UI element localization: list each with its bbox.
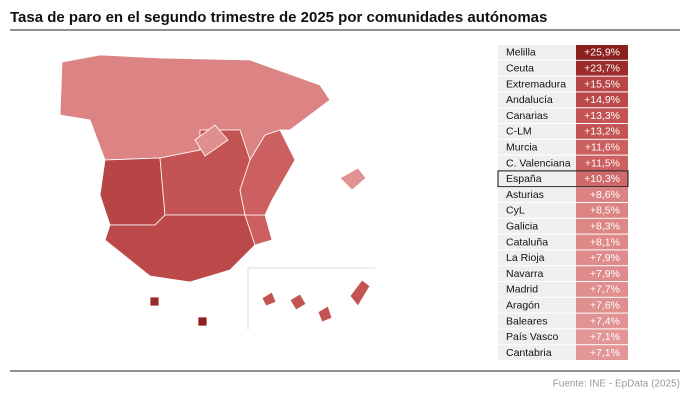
name-cell — [498, 203, 576, 218]
value-cell — [576, 171, 628, 187]
region-value: +8,5% — [590, 205, 620, 217]
name-cell — [498, 234, 576, 250]
region-shape — [289, 293, 307, 311]
region-value: +14,9% — [584, 94, 620, 106]
region-name: Ceuta — [506, 62, 534, 74]
region-value: +8,6% — [590, 189, 620, 201]
region-shape — [99, 157, 166, 226]
region-name: Andalucía — [506, 94, 553, 106]
region-shape — [349, 279, 371, 307]
region-name: Melilla — [506, 47, 536, 59]
value-cell — [576, 313, 628, 329]
name-cell — [498, 329, 576, 345]
name-cell — [498, 76, 576, 92]
name-cell — [498, 60, 576, 76]
value-cell — [576, 139, 628, 155]
name-cell — [498, 218, 576, 234]
region-shape — [197, 316, 208, 327]
value-cell — [576, 155, 628, 171]
name-cell — [498, 250, 576, 266]
region-value: +7,9% — [590, 252, 620, 264]
region-shape — [339, 167, 367, 191]
canarias-inset — [247, 267, 375, 330]
value-cell — [576, 203, 628, 218]
region-name: Aragón — [506, 299, 540, 311]
region-shape — [194, 124, 229, 157]
name-cell — [498, 171, 576, 187]
region-shape — [104, 214, 256, 283]
map — [59, 54, 375, 330]
region-name: País Vasco — [506, 331, 558, 343]
region-value: +15,5% — [584, 78, 620, 90]
region-shape — [149, 296, 160, 307]
region-value: +7,9% — [590, 268, 620, 280]
value-cell — [576, 124, 628, 139]
name-cell — [498, 187, 576, 202]
region-name: Murcia — [506, 141, 538, 153]
value-cell — [576, 329, 628, 345]
ranking-table: Melilla +25,9% Ceuta +23,7% Extremadura +15,5… — [497, 45, 629, 360]
name-cell — [498, 155, 576, 171]
name-cell — [498, 139, 576, 155]
region-value: +25,9% — [584, 47, 620, 59]
name-cell — [498, 124, 576, 139]
region-value: +8,1% — [590, 236, 620, 248]
name-cell — [498, 92, 576, 108]
value-cell — [576, 108, 628, 123]
region-value: +8,3% — [590, 220, 620, 232]
region-name: Madrid — [506, 284, 538, 296]
region-name: Baleares — [506, 315, 547, 327]
value-cell — [576, 282, 628, 297]
value-cell — [576, 345, 628, 360]
region-name: La Rioja — [506, 252, 545, 264]
name-cell — [498, 345, 576, 360]
value-cell — [576, 92, 628, 108]
region-name: Canarias — [506, 110, 548, 122]
region-value: +13,2% — [584, 126, 620, 138]
region-name: Galicia — [506, 220, 538, 232]
region-name: Asturias — [506, 189, 544, 201]
region-name: CyL — [506, 205, 525, 217]
value-cell — [576, 45, 628, 60]
region-shape — [239, 129, 296, 216]
region-shape — [261, 291, 277, 307]
value-cell — [576, 266, 628, 281]
region-value: +7,6% — [590, 299, 620, 311]
source: Fuente: INE - EpData (2025) — [553, 379, 680, 390]
region-value: +23,7% — [584, 62, 620, 74]
region-value: +10,3% — [584, 173, 620, 185]
region-shape — [317, 305, 333, 323]
region-name: Cataluña — [506, 236, 548, 248]
region-value: +7,7% — [590, 284, 620, 296]
value-cell — [576, 234, 628, 250]
title: Tasa de paro en el segundo trimestre de … — [10, 9, 547, 26]
value-cell — [576, 187, 628, 202]
region-value: +11,5% — [585, 157, 620, 169]
name-cell — [498, 282, 576, 297]
value-cell — [576, 60, 628, 76]
region-name: Extremadura — [506, 78, 566, 90]
value-cell — [576, 76, 628, 92]
region-name: Cantabria — [506, 347, 552, 359]
region-value: +13,3% — [584, 110, 620, 122]
region-value: +11,6% — [585, 141, 620, 153]
region-shape — [59, 54, 331, 161]
value-cell — [576, 250, 628, 266]
region-value: +7,4% — [590, 315, 620, 327]
name-cell — [498, 266, 576, 281]
name-cell — [498, 108, 576, 123]
name-cell — [498, 45, 576, 60]
name-cell — [498, 297, 576, 313]
region-value: +7,1% — [590, 347, 620, 359]
region-name: Navarra — [506, 268, 544, 280]
region-name: C-LM — [506, 126, 532, 138]
region-name: España — [506, 173, 542, 185]
value-cell — [576, 218, 628, 234]
name-cell — [498, 313, 576, 329]
region-name: C. Valenciana — [506, 157, 571, 169]
region-value: +7,1% — [590, 331, 620, 343]
value-cell — [576, 297, 628, 313]
highlight-border — [497, 170, 629, 188]
